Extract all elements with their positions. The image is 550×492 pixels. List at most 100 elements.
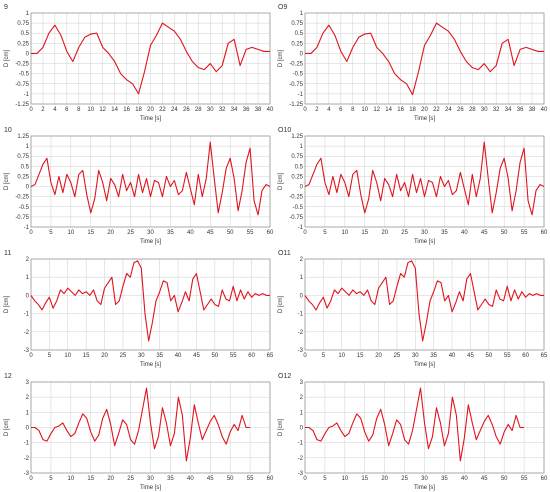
y-tick-label: 0.5 bbox=[21, 164, 30, 170]
x-tick-label: 0 bbox=[303, 353, 307, 359]
y-tick-label: 1 bbox=[300, 11, 304, 17]
y-tick-label: -3 bbox=[24, 471, 30, 477]
chart-title: O10 bbox=[278, 127, 291, 134]
x-tick-label: 30 bbox=[147, 476, 154, 482]
x-tick-label: 45 bbox=[481, 230, 488, 236]
y-axis-label: D [cm] bbox=[278, 419, 284, 437]
series-line bbox=[30, 260, 270, 342]
y-tick-label: -0.25 bbox=[289, 195, 303, 201]
chart-title: O9 bbox=[278, 4, 287, 11]
x-tick-label: 15 bbox=[361, 230, 368, 236]
x-tick-label: 10 bbox=[361, 107, 368, 113]
chart-title: 9 bbox=[4, 4, 8, 11]
y-tick-label: 2 bbox=[26, 257, 30, 263]
x-tick-label: 24 bbox=[171, 107, 178, 113]
x-tick-label: 40 bbox=[449, 353, 456, 359]
x-tick-label: 24 bbox=[445, 107, 452, 113]
y-tick-label: -2 bbox=[298, 330, 304, 336]
y-tick-label: -1.25 bbox=[15, 102, 29, 108]
x-tick-label: 28 bbox=[469, 107, 476, 113]
y-tick-label: -0.5 bbox=[19, 205, 30, 211]
x-axis-label: Time [s] bbox=[140, 485, 161, 491]
x-axis-label: Time [s] bbox=[140, 116, 161, 122]
y-tick-label: -0.5 bbox=[19, 72, 30, 78]
x-tick-label: 40 bbox=[461, 476, 468, 482]
x-tick-label: 5 bbox=[323, 476, 327, 482]
x-tick-label: 35 bbox=[167, 230, 174, 236]
x-tick-label: 20 bbox=[147, 107, 154, 113]
x-tick-label: 0 bbox=[29, 476, 33, 482]
y-tick-label: -0.75 bbox=[289, 82, 303, 88]
x-axis-label: Time [s] bbox=[140, 239, 161, 245]
chart-panel-11: 11 0 5 10 15 20 25 30 35 40 45 50 55 60 65 2 1 0 -1 -2 -3 Tim… bbox=[2, 248, 274, 369]
x-tick-label: 15 bbox=[83, 353, 90, 359]
chart-title: O11 bbox=[278, 250, 291, 257]
x-tick-label: 22 bbox=[433, 107, 440, 113]
y-tick-label: -0.5 bbox=[293, 205, 304, 211]
x-tick-label: 60 bbox=[541, 230, 548, 236]
x-tick-label: 40 bbox=[461, 230, 468, 236]
x-tick-label: 10 bbox=[341, 230, 348, 236]
y-tick-label: -0.75 bbox=[15, 82, 29, 88]
series-line bbox=[304, 141, 545, 216]
series-line bbox=[31, 387, 251, 462]
x-tick-label: 18 bbox=[409, 107, 416, 113]
chart-svg: O90 2 4 6 8 10 12 14 16 18 20 22 24 26 28 30 32 34 36 38 401… bbox=[278, 4, 548, 122]
x-tick-label: 60 bbox=[267, 476, 274, 482]
x-tick-label: 8 bbox=[77, 107, 81, 113]
x-axis-label: Time [s] bbox=[414, 485, 435, 491]
chart-svg: 10 0 5 10 15 20 25 30 35 40 45 50 55 60 1.25 1 0.75 0.5 0.… bbox=[4, 127, 274, 245]
y-tick-label: 1 bbox=[26, 275, 30, 281]
x-tick-label: 35 bbox=[441, 476, 448, 482]
x-tick-label: 10 bbox=[67, 230, 74, 236]
x-tick-label: 0 bbox=[303, 107, 307, 113]
y-tick-label: 0.75 bbox=[291, 21, 303, 27]
x-tick-label: 8 bbox=[351, 107, 355, 113]
y-tick-label: -1 bbox=[298, 225, 304, 231]
x-tick-label: 0 bbox=[29, 230, 33, 236]
y-tick-label: -1 bbox=[24, 225, 30, 231]
y-tick-label: 0 bbox=[26, 51, 30, 57]
y-tick-label: -2 bbox=[24, 330, 30, 336]
x-tick-label: 10 bbox=[87, 107, 94, 113]
plot-frame bbox=[30, 12, 271, 105]
x-tick-label: 26 bbox=[457, 107, 464, 113]
x-tick-label: 30 bbox=[421, 230, 428, 236]
series-line bbox=[305, 387, 525, 462]
y-tick-label: -1 bbox=[24, 92, 30, 98]
x-tick-label: 0 bbox=[29, 107, 33, 113]
x-tick-label: 38 bbox=[255, 107, 262, 113]
plot-frame bbox=[304, 12, 545, 105]
x-tick-label: 55 bbox=[230, 353, 237, 359]
x-tick-label: 20 bbox=[107, 476, 114, 482]
plot-frame bbox=[304, 135, 545, 228]
chart-title: O12 bbox=[278, 373, 291, 380]
x-tick-label: 60 bbox=[267, 230, 274, 236]
x-tick-label: 22 bbox=[159, 107, 166, 113]
chart-panel-O10: O10 0 5 10 15 20 25 30 35 40 45 50 55 60 1.25 1 0.75 0.5 0… bbox=[276, 125, 548, 246]
x-tick-label: 4 bbox=[327, 107, 331, 113]
y-tick-label: -1 bbox=[298, 312, 304, 318]
x-tick-label: 30 bbox=[412, 353, 419, 359]
x-tick-label: 34 bbox=[231, 107, 238, 113]
y-tick-label: -0.25 bbox=[289, 62, 303, 68]
y-tick-label: -1 bbox=[298, 441, 304, 447]
x-tick-label: 55 bbox=[247, 476, 254, 482]
x-tick-label: 0 bbox=[29, 353, 33, 359]
chart-panel-O12: O12 0 5 10 15 20 25 30 35 40 45 50 55 60 3 2 1 0 -1 -2 -3 Tim… bbox=[276, 371, 548, 492]
x-tick-label: 38 bbox=[529, 107, 536, 113]
x-tick-label: 26 bbox=[183, 107, 190, 113]
y-tick-label: 0 bbox=[26, 293, 30, 299]
x-tick-label: 15 bbox=[357, 353, 364, 359]
x-tick-label: 25 bbox=[394, 353, 401, 359]
y-tick-label: -3 bbox=[298, 348, 304, 354]
y-tick-label: 1.25 bbox=[291, 134, 303, 140]
x-tick-label: 45 bbox=[193, 353, 200, 359]
chart-title: 10 bbox=[4, 127, 12, 134]
y-tick-label: -1.25 bbox=[289, 102, 303, 108]
x-tick-label: 6 bbox=[65, 107, 69, 113]
y-tick-label: 0 bbox=[26, 426, 30, 432]
y-tick-label: 0.75 bbox=[17, 21, 29, 27]
x-tick-label: 55 bbox=[504, 353, 511, 359]
